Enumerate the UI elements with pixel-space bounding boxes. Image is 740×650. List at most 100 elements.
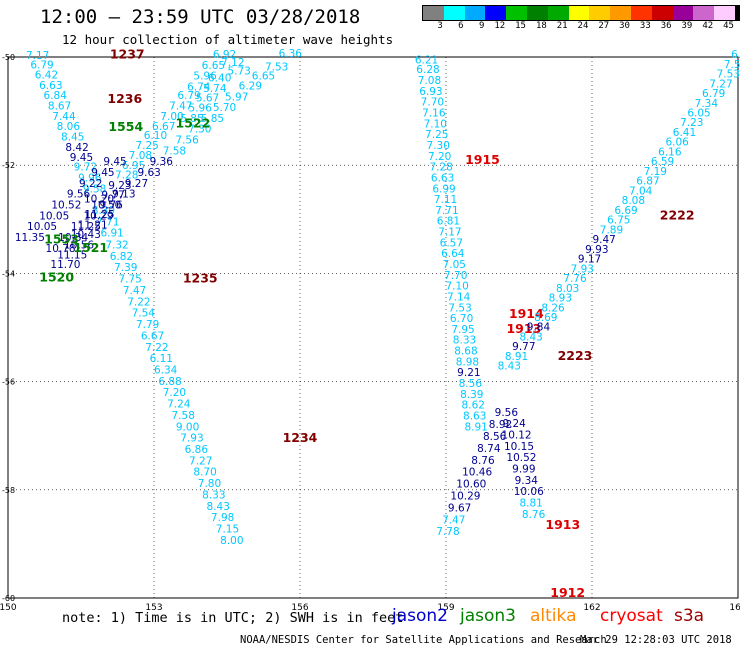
wave-height-value: 9.45 (70, 152, 93, 164)
scale-swatch (423, 6, 444, 20)
wave-height-value: 7.32 (105, 240, 128, 252)
wave-height-value: 8.76 (471, 455, 495, 467)
wave-height-value: 7.30 (427, 140, 450, 152)
wave-height-value: 6.34 (154, 364, 178, 376)
scale-swatch (714, 6, 735, 20)
wave-height-value: 7.79 (136, 319, 159, 331)
wave-height-value: 10.05 (27, 221, 57, 233)
wave-height-value: 6.91 (100, 228, 123, 240)
pass-time-label: 1913 (545, 517, 580, 532)
wave-height-value: 5.67 (196, 92, 219, 104)
wave-height-value: 7.00 (160, 111, 183, 123)
wave-height-value: 6.88 (158, 376, 181, 388)
wave-height-value: 7.34 (695, 98, 719, 110)
color-scale-bar (422, 5, 740, 21)
wave-height-value: 9.72 (74, 162, 97, 174)
y-tick-label: -54 (2, 269, 15, 278)
wave-height-value: 10.43 (71, 229, 101, 241)
wave-height-value: 9.17 (578, 254, 601, 266)
scale-label: 21 (556, 21, 568, 31)
wave-height-value: 7.98 (211, 512, 234, 524)
wave-height-value: 10.20 (84, 194, 114, 206)
wave-height-value: 8.98 (456, 356, 479, 368)
wave-height-value: 10.52 (51, 199, 81, 211)
wave-height-value: 9.34 (515, 475, 539, 487)
wave-height-value: 6.28 (416, 64, 439, 76)
scale-label: 39 (681, 21, 693, 31)
wave-height-value: 7.89 (600, 224, 623, 236)
scale-swatch (526, 6, 548, 20)
wave-height-value: 6.11 (150, 353, 173, 365)
wave-height-value: 6.70 (450, 313, 473, 325)
scale-label: 30 (619, 21, 630, 31)
pass-time-label: 1234 (283, 430, 318, 445)
wave-height-value: 6.05 (687, 108, 710, 120)
scale-label: 24 (577, 21, 589, 31)
wave-height-value: 8.39 (92, 205, 115, 217)
wave-height-value: 10.78 (46, 243, 76, 255)
wave-height-value: 6.63 (431, 172, 454, 184)
wave-height-value: 5.73 (227, 65, 250, 77)
wave-height-value: 8.92 (489, 419, 512, 431)
wave-height-value: 9.77 (101, 190, 124, 202)
wave-height-value: 7.28 (429, 162, 452, 174)
wave-height-value: 7.24 (167, 399, 191, 411)
wave-height-value: 8.43 (519, 331, 542, 343)
x-tick-label: 153 (145, 603, 162, 613)
wave-height-value: 7.17 (26, 50, 49, 62)
wave-height-value: 7.25 (135, 140, 158, 152)
wave-height-value: 8.33 (202, 489, 225, 501)
wave-height-value: 8.74 (477, 443, 501, 455)
wave-height-value: 7.17 (438, 227, 461, 239)
wave-height-value: 5.85 (180, 113, 203, 125)
timestamp-text: Mar 29 12:28:03 UTC 2018 (580, 634, 732, 646)
wave-height-value: 9.77 (512, 341, 535, 353)
wave-height-value: 5.85 (201, 113, 224, 125)
scale-swatch (485, 6, 507, 20)
wave-height-value: 7.10 (445, 281, 468, 293)
legend-jason2: jason2 (392, 606, 448, 626)
wave-height-value: 9.24 (502, 418, 526, 430)
wave-height-value: 6.92 (213, 49, 236, 61)
wave-height-value: 8.91 (505, 351, 528, 363)
x-tick-label: 156 (291, 603, 308, 613)
pass-time-label: 1554 (108, 119, 143, 134)
wave-height-value: 8.81 (519, 498, 542, 510)
wave-height-value: 9.84 (527, 322, 551, 334)
wave-height-value: 6.64 (441, 248, 465, 260)
wave-height-value: 6.57 (440, 237, 463, 249)
wave-height-value: 9.93 (585, 244, 608, 256)
wave-height-value: 9.67 (448, 502, 471, 514)
wave-height-value: 7.58 (163, 145, 186, 157)
y-tick-label: -50 (2, 53, 15, 62)
scale-swatch (443, 6, 465, 20)
wave-height-value: 9.47 (592, 234, 615, 246)
wave-height-value: 7.11 (434, 194, 457, 206)
scale-swatch (734, 6, 740, 20)
wave-height-value: 9.63 (137, 167, 160, 179)
wave-height-value: 8.56 (483, 431, 507, 443)
scale-label: 27 (598, 21, 610, 31)
wave-height-value: 7.70 (421, 97, 444, 109)
wave-height-value: 7.71 (435, 205, 458, 217)
wave-height-value: 8.43 (207, 501, 230, 513)
scale-swatch (506, 6, 527, 20)
x-tick-label: 165 (729, 603, 740, 613)
pass-time-label: 1914 (509, 306, 544, 321)
wave-height-value: 10.06 (514, 486, 544, 498)
wave-height-value: 6.65 (202, 60, 225, 72)
wave-height-value: 8.93 (549, 293, 572, 305)
wave-height-value: 7.08 (129, 150, 152, 162)
wave-height-value: 10.60 (456, 479, 486, 491)
wave-height-value: 9.58 (83, 183, 106, 195)
y-tick-label: -56 (2, 378, 15, 387)
wave-height-value: 7.23 (680, 117, 703, 129)
wave-height-value: 6.63 (39, 80, 62, 92)
wave-height-value: 8.76 (522, 509, 546, 521)
scale-swatch (610, 6, 631, 20)
wave-height-value: 7.78 (436, 526, 459, 538)
pass-time-label: 1237 (110, 47, 145, 62)
pass-time-label: 1520 (39, 270, 74, 285)
wave-height-value: 7.95 (451, 324, 474, 336)
